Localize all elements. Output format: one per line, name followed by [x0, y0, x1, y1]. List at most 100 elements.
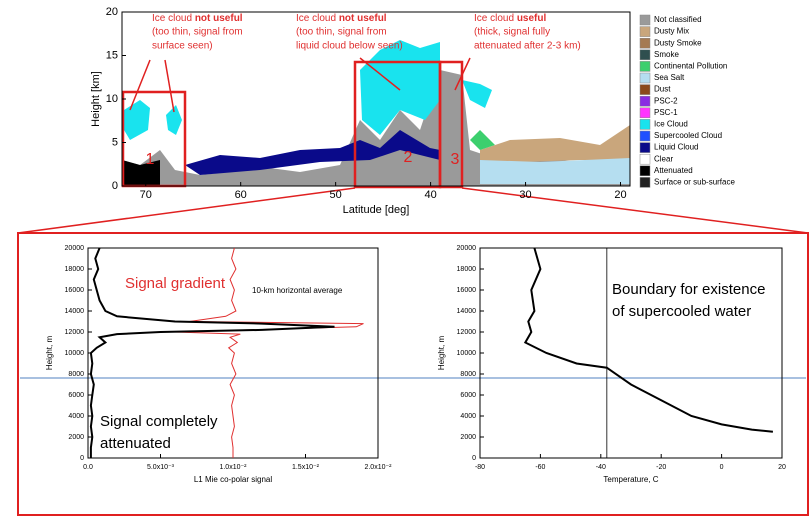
legend-swatch [640, 177, 650, 187]
y-tick-label: 0 [80, 455, 84, 462]
y-tick-label: 12000 [65, 329, 85, 336]
y-tick-label: 8000 [460, 371, 476, 378]
annotation-line: (thick, signal fully [474, 27, 550, 38]
legend-label: PSC-1 [654, 108, 678, 117]
legend-label: Not classified [654, 15, 702, 24]
annotation-line: liquid cloud below seen) [296, 41, 403, 52]
x-axis-label: Temperature, C [603, 475, 658, 484]
x-axis-label: Latitude [deg] [343, 204, 410, 216]
y-tick-label: 16000 [457, 287, 477, 294]
x-tick-label: 50 [330, 189, 342, 201]
legend-label: Liquid Cloud [654, 143, 698, 152]
annotation-prefix: Ice cloud [296, 13, 339, 24]
legend-swatch [640, 61, 650, 71]
legend-label: Clear [654, 154, 673, 163]
x-tick-label: 40 [424, 189, 436, 201]
legend-swatch [640, 154, 650, 164]
profile-line [525, 248, 773, 432]
y-tick-label: 20 [106, 6, 118, 18]
annotation-prefix: Ice cloud [152, 13, 195, 24]
legend-swatch [640, 143, 650, 153]
annotation-prefix: Ice cloud [474, 13, 517, 24]
legend-label: Smoke [654, 50, 679, 59]
y-tick-label: 20000 [65, 245, 85, 252]
x-tick-label: 30 [519, 189, 531, 201]
annotation: Ice cloud not useful [296, 13, 387, 24]
x-tick-label: 20 [614, 189, 626, 201]
y-tick-label: 2000 [68, 434, 84, 441]
legend-swatch [640, 131, 650, 141]
y-tick-label: 5 [112, 136, 118, 148]
region-label: 3 [451, 151, 460, 168]
legend-label: Dusty Smoke [654, 38, 702, 47]
legend-swatch [640, 73, 650, 83]
legend-swatch [640, 85, 650, 95]
x-tick-label: -40 [596, 464, 606, 471]
y-tick-label: 6000 [460, 392, 476, 399]
annotation: Boundary for existence [612, 281, 765, 298]
legend-swatch [640, 119, 650, 129]
annotation: Ice cloud useful [474, 13, 546, 24]
legend-label: Dust [654, 85, 671, 94]
y-tick-label: 2000 [460, 434, 476, 441]
legend-swatch [640, 15, 650, 25]
legend-swatch [640, 108, 650, 118]
x-tick-label: 20 [778, 464, 786, 471]
annotation: attenuated [100, 435, 171, 452]
region-label: 1 [146, 151, 155, 168]
x-tick-label: 70 [140, 189, 152, 201]
legend-label: Dusty Mix [654, 27, 689, 36]
y-tick-label: 8000 [68, 371, 84, 378]
annotation-line: surface seen) [152, 41, 213, 52]
y-tick-label: 14000 [65, 308, 85, 315]
y-tick-label: 0 [472, 455, 476, 462]
legend-swatch [640, 50, 650, 60]
x-tick-label: 1.0x10⁻² [219, 464, 247, 471]
x-axis-label: L1 Mie co-polar signal [194, 475, 272, 484]
legend-label: Continental Pollution [654, 62, 727, 71]
legend-label: Sea Salt [654, 73, 685, 82]
x-tick-label: 1.5x10⁻² [292, 464, 320, 471]
annotation: Ice cloud not useful [152, 13, 243, 24]
annotation-line: (too thin, signal from [152, 27, 243, 38]
annotation-line: (too thin, signal from [296, 27, 387, 38]
y-tick-label: 15 [106, 49, 118, 61]
y-tick-label: 10000 [457, 350, 477, 357]
curtain-field [122, 12, 630, 186]
x-tick-label: -60 [535, 464, 545, 471]
x-tick-label: 0 [720, 464, 724, 471]
x-tick-label: 5.0x10⁻³ [147, 464, 175, 471]
annotation: Signal completely [100, 413, 218, 430]
x-tick-label: 2.0x10⁻² [364, 464, 392, 471]
y-tick-label: 18000 [65, 266, 85, 273]
y-tick-label: 10 [106, 93, 118, 105]
x-tick-label: -20 [656, 464, 666, 471]
y-tick-label: 0 [112, 180, 118, 192]
x-tick-label: 60 [235, 189, 247, 201]
y-tick-label: 4000 [460, 413, 476, 420]
y-tick-label: 18000 [457, 266, 477, 273]
y-tick-label: 6000 [68, 392, 84, 399]
y-tick-label: 4000 [68, 413, 84, 420]
y-axis-label: Height [km] [90, 71, 102, 127]
y-tick-label: 10000 [65, 350, 85, 357]
figure: 70605040302005101520Latitude [deg]Height… [0, 0, 812, 518]
annotation: Signal gradient [125, 275, 226, 292]
legend-swatch [640, 27, 650, 37]
legend-label: Ice Cloud [654, 120, 688, 129]
x-tick-label: 0.0 [83, 464, 93, 471]
legend-label: Supercooled Cloud [654, 131, 722, 140]
x-tick-label: -80 [475, 464, 485, 471]
legend-label: PSC-2 [654, 96, 678, 105]
y-tick-label: 16000 [65, 287, 85, 294]
annotation-emphasis: useful [517, 13, 547, 24]
legend-label: Surface or sub-surface [654, 178, 735, 187]
annotation: of supercooled water [612, 303, 751, 320]
legend-swatch [640, 38, 650, 48]
legend-swatch [640, 96, 650, 106]
y-axis-label: Height, m [437, 336, 446, 371]
y-axis-label: Height, m [45, 336, 54, 371]
annotation-emphasis: not useful [195, 13, 243, 24]
region-label: 2 [404, 149, 413, 166]
annotation-line: attenuated after 2-3 km) [474, 41, 581, 52]
